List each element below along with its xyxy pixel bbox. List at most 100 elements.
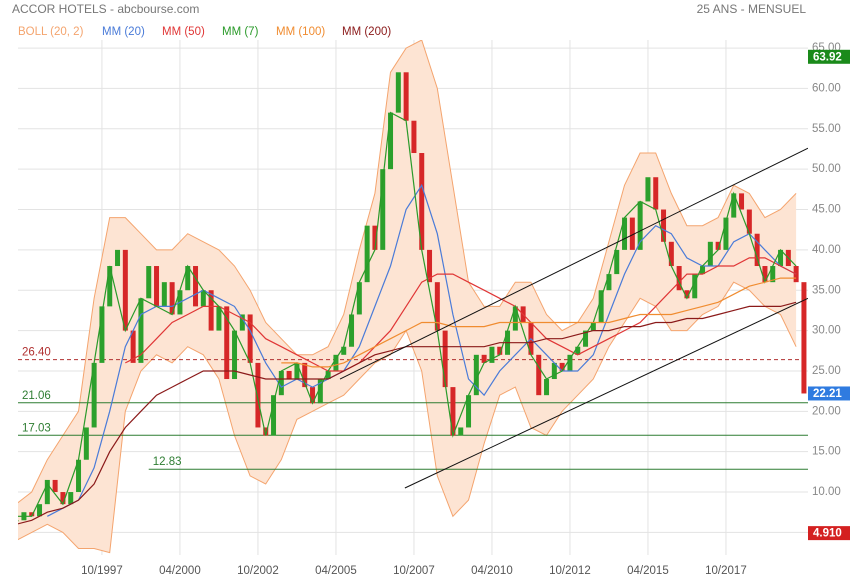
- candle: [629, 217, 635, 250]
- candle: [208, 290, 214, 331]
- candle: [614, 249, 620, 275]
- legend-entry: MM (100): [276, 26, 325, 38]
- candle: [278, 370, 284, 396]
- candle: [551, 362, 557, 380]
- band-upper: [18, 40, 797, 504]
- candle: [583, 330, 589, 347]
- candle: [622, 217, 628, 250]
- candle: [731, 193, 737, 218]
- level-label: 12.83: [153, 456, 182, 468]
- chart-title: ACCOR HOTELS - abcbourse.com: [12, 2, 199, 16]
- moving-average: [281, 277, 797, 368]
- moving-average: [18, 111, 797, 517]
- candle: [302, 362, 308, 388]
- candle: [723, 217, 729, 250]
- candle: [575, 346, 581, 355]
- candle: [294, 362, 300, 380]
- candle: [770, 266, 776, 283]
- candle: [286, 370, 292, 380]
- candle: [637, 201, 643, 250]
- candle: [700, 266, 706, 275]
- candle: [746, 209, 752, 234]
- candle: [52, 479, 58, 493]
- candle: [567, 354, 573, 371]
- level-label: 21.06: [22, 390, 51, 402]
- candle: [115, 249, 121, 267]
- candle: [107, 266, 113, 307]
- candle: [684, 290, 690, 299]
- y-tick-label: 50.00: [812, 163, 841, 175]
- y-tick-label: 15.00: [812, 446, 841, 458]
- level-label: 26.40: [22, 347, 51, 359]
- candle: [778, 249, 784, 267]
- candle: [715, 241, 721, 250]
- candle: [544, 379, 550, 396]
- candle: [247, 314, 253, 363]
- candle: [692, 274, 698, 299]
- candle: [676, 266, 682, 291]
- candle: [466, 395, 472, 428]
- candle: [333, 354, 339, 371]
- candle: [310, 387, 316, 404]
- legend-entry: MM (200): [342, 26, 391, 38]
- legend-entry: MM (50): [162, 26, 205, 38]
- candle: [489, 346, 495, 363]
- band-fill: [18, 40, 797, 553]
- candle: [154, 266, 160, 307]
- candle: [60, 492, 66, 505]
- candle: [91, 362, 97, 428]
- candle: [380, 169, 386, 250]
- candle: [411, 120, 417, 154]
- candle: [169, 282, 175, 315]
- candle: [349, 314, 355, 347]
- trendline: [404, 297, 808, 489]
- x-tick-label: 04/2005: [315, 565, 357, 577]
- candle: [661, 209, 667, 242]
- x-tick-label: 10/2007: [393, 565, 435, 577]
- candle: [645, 177, 651, 202]
- candle: [99, 306, 105, 363]
- legend-entry: BOLL (20, 2): [18, 26, 84, 38]
- value-box-label: 22.21: [813, 388, 842, 400]
- candle: [536, 354, 542, 396]
- y-tick-label: 60.00: [812, 82, 841, 94]
- candle: [512, 306, 518, 331]
- candle: [497, 346, 503, 355]
- candle: [146, 266, 152, 299]
- candle: [68, 492, 74, 505]
- candle: [161, 282, 167, 307]
- candle: [76, 459, 82, 493]
- candle: [271, 395, 277, 436]
- value-box-label: 63.92: [813, 51, 842, 63]
- y-tick-label: 25.00: [812, 365, 841, 377]
- candle: [317, 379, 323, 404]
- candle: [185, 266, 191, 291]
- candle: [707, 241, 713, 267]
- y-tick-label: 10.00: [812, 486, 841, 498]
- y-tick-label: 40.00: [812, 244, 841, 256]
- candle: [130, 330, 136, 363]
- x-tick-label: 10/2002: [237, 565, 279, 577]
- candle: [356, 282, 362, 315]
- moving-average: [47, 183, 797, 517]
- candle: [193, 266, 199, 307]
- candle: [37, 504, 43, 517]
- candle: [372, 225, 378, 250]
- value-box: [808, 49, 850, 64]
- y-tick-label: 30.00: [812, 325, 841, 337]
- candle: [739, 193, 745, 210]
- candle: [653, 177, 659, 210]
- trendline: [339, 147, 808, 380]
- value-box-label: 4.910: [813, 528, 842, 540]
- candle: [434, 282, 440, 331]
- moving-average: [125, 257, 797, 372]
- candle: [458, 427, 464, 436]
- level-label: 17.03: [22, 422, 51, 434]
- candle: [598, 290, 604, 323]
- legend-entry: MM (20): [102, 26, 145, 38]
- y-tick-label: 45.00: [812, 204, 841, 216]
- candle: [341, 346, 347, 355]
- candle: [481, 354, 487, 363]
- x-tick-label: 10/1997: [81, 565, 123, 577]
- candle: [122, 249, 128, 331]
